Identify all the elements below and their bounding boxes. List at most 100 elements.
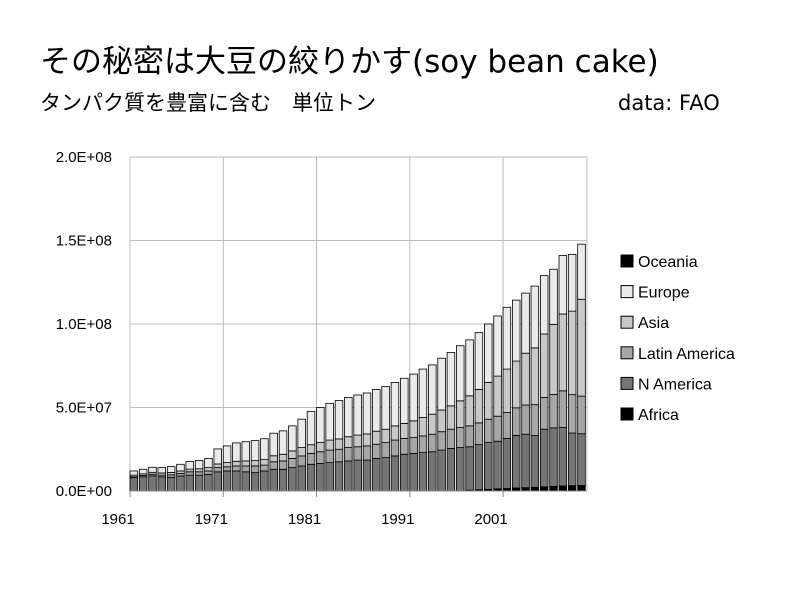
bar-segment-europe	[325, 402, 334, 441]
bar-segment-n-america	[465, 446, 474, 491]
bar-segment-europe	[148, 466, 157, 473]
bar-segment-n-america	[409, 453, 418, 492]
bar-segment-europe	[185, 461, 195, 470]
bar-segment-latin-america	[558, 390, 568, 428]
bar-segment-europe	[129, 470, 139, 476]
bar-segment-latin-america	[185, 471, 195, 476]
bar-segment-asia	[493, 375, 502, 417]
bar-segment-latin-america	[390, 439, 400, 457]
bar-segment-n-america	[400, 453, 409, 492]
bar-segment-latin-america	[222, 466, 232, 472]
bar-segment-asia	[372, 430, 381, 445]
bar-segment-asia	[306, 444, 316, 454]
bar-segment-europe	[437, 357, 446, 411]
bar-segment-n-america	[344, 460, 353, 492]
bar-segment-n-america	[353, 459, 362, 492]
legend-label: Europe	[638, 285, 690, 302]
bar-segment-n-america	[241, 471, 250, 492]
bar-segment-n-america	[129, 477, 139, 492]
bar-segment-n-america	[539, 428, 549, 488]
bar-segment-asia	[400, 422, 409, 439]
bar-segment-n-america	[185, 474, 195, 492]
bar-segment-europe	[232, 442, 241, 462]
bar-segment-n-america	[372, 458, 381, 492]
bar-segment-europe	[465, 339, 474, 397]
bar-segment-n-america	[493, 440, 502, 490]
y-tick-label: 1.5E+08	[56, 233, 112, 250]
bar-segment-europe	[362, 392, 372, 435]
bar-segment-n-america	[334, 461, 344, 492]
x-tick-label: 1971	[195, 511, 228, 528]
bar-segment-n-america	[474, 444, 484, 491]
bar-segment-asia	[530, 347, 540, 406]
bar-segment-asia	[521, 352, 530, 406]
bar-segment-latin-america	[213, 467, 222, 473]
bar-segment-n-america	[511, 434, 521, 489]
bar-segment-latin-america	[306, 453, 316, 465]
bar-segment-n-america	[148, 475, 157, 492]
bar-segment-africa	[539, 486, 549, 492]
bar-segment-latin-america	[409, 437, 418, 454]
bar-segment-africa	[567, 485, 577, 492]
bar-segment-latin-america	[577, 395, 586, 435]
legend-label: Oceania	[638, 254, 698, 271]
bar-segment-latin-america	[278, 460, 288, 470]
bar-segment-latin-america	[484, 418, 493, 443]
bar-segment-europe	[213, 448, 222, 465]
bar-segment-latin-america	[400, 437, 409, 455]
bar-segment-asia	[288, 450, 297, 459]
bar-segment-asia	[325, 439, 334, 451]
bar-segment-europe	[166, 466, 176, 473]
bar-segment-asia	[353, 434, 362, 448]
legend-swatch	[620, 315, 634, 329]
x-tick-label: 2001	[474, 511, 507, 528]
bar-segment-asia	[465, 395, 474, 427]
legend: Oceania Europe Asia Latin America N America A…	[620, 254, 735, 424]
bar-segment-latin-america	[297, 455, 306, 467]
bar-segment-asia	[250, 460, 260, 467]
bar-segment-europe	[381, 386, 390, 430]
bar-segment-europe	[502, 306, 512, 370]
bar-segment-europe	[474, 332, 484, 390]
legend-swatch	[620, 254, 634, 268]
bar-segment-europe	[418, 368, 428, 418]
legend-swatch	[620, 407, 634, 421]
bar-segment-asia	[539, 333, 549, 398]
bar-segment-asia	[409, 420, 418, 438]
bar-segment-europe	[567, 253, 577, 312]
chart-title: その秘密は大豆の絞りかす(soy bean cake)	[40, 44, 659, 80]
bar-segment-europe	[446, 351, 456, 407]
bar-segment-n-america	[484, 442, 493, 490]
y-tick-label: 1.0E+08	[56, 316, 112, 333]
bar-segment-n-america	[176, 475, 185, 492]
bar-segment-latin-america	[428, 433, 437, 453]
bar-segment-asia	[232, 460, 241, 467]
bar-segment-latin-america	[194, 471, 204, 476]
bar-segment-asia	[567, 310, 577, 396]
bar-segment-latin-america	[567, 394, 577, 434]
bar-segment-n-america	[502, 437, 512, 489]
bar-segment-latin-america	[232, 465, 241, 472]
bar-segment-asia	[381, 428, 390, 443]
bar-segment-latin-america	[288, 458, 297, 469]
axes: 0.0E+00 5.0E+07 1.0E+08 1.5E+08 2.0E+08 1961 1…	[56, 149, 587, 528]
y-tick-label: 2.0E+08	[56, 149, 112, 166]
bar-segment-europe	[334, 400, 344, 440]
bar-segment-n-america	[316, 463, 325, 492]
bar-segment-asia	[577, 298, 586, 397]
bar-segment-africa	[530, 486, 540, 492]
bar-segment-europe	[577, 243, 586, 300]
bar-segment-asia	[334, 438, 344, 450]
bar-segment-europe	[306, 410, 316, 446]
bar-segment-latin-america	[334, 448, 344, 463]
legend-swatch	[620, 376, 634, 390]
bar-segment-asia	[278, 453, 288, 462]
bar-segment-europe	[222, 445, 232, 464]
bar-segment-n-america	[437, 449, 446, 492]
bar-segment-n-america	[278, 468, 288, 492]
bar-segment-n-america	[325, 462, 334, 492]
bar-segment-europe	[157, 467, 167, 474]
bar-segment-latin-america	[269, 461, 278, 470]
bar-segment-latin-america	[241, 465, 250, 473]
bar-segment-europe	[297, 418, 306, 448]
